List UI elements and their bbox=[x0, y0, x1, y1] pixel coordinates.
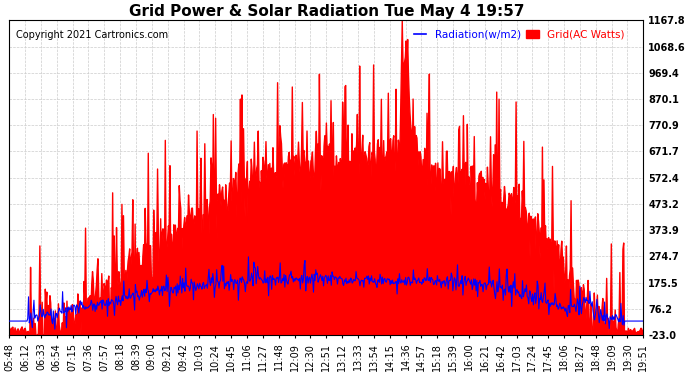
Legend: Radiation(w/m2), Grid(AC Watts): Radiation(w/m2), Grid(AC Watts) bbox=[410, 26, 629, 44]
Text: Copyright 2021 Cartronics.com: Copyright 2021 Cartronics.com bbox=[15, 30, 168, 40]
Title: Grid Power & Solar Radiation Tue May 4 19:57: Grid Power & Solar Radiation Tue May 4 1… bbox=[128, 4, 524, 19]
